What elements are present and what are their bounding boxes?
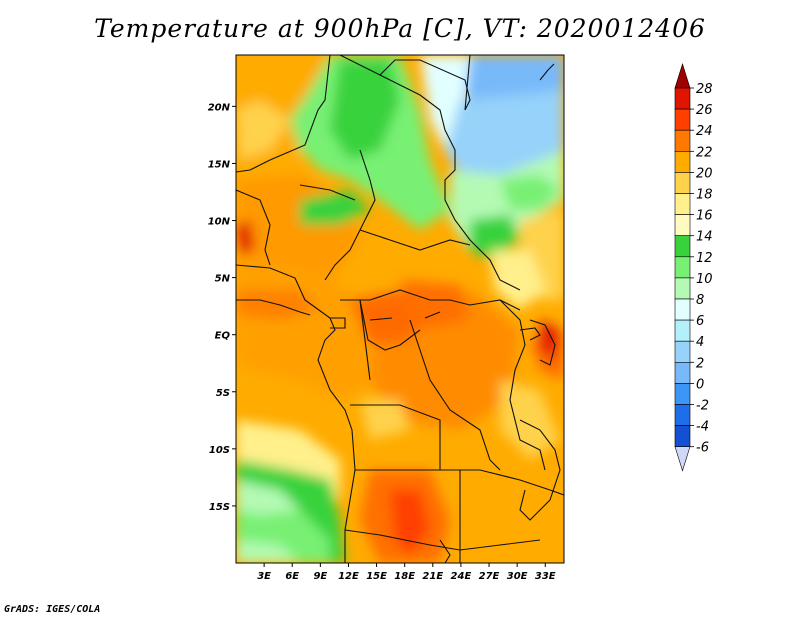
- colorbar-level-label: 16: [696, 209, 713, 224]
- lat-tick-label: 15S: [209, 502, 230, 513]
- lat-tick-label: 10N: [208, 217, 231, 228]
- colorbar-level-label: 8: [696, 293, 704, 308]
- grads-credit: GrADS: IGES/COLA: [4, 604, 101, 615]
- map-frame: [235, 54, 565, 564]
- colorbar-swatch: [674, 87, 691, 110]
- colorbar-swatch: [674, 151, 691, 173]
- colorbar-level-label: -6: [696, 441, 709, 456]
- colorbar-level-label: 10: [696, 272, 713, 287]
- colorbar-swatch: [674, 277, 691, 300]
- colorbar-level-label: 22: [696, 145, 713, 160]
- colorbar-level-label: 26: [696, 103, 713, 118]
- colorbar-swatch: [674, 298, 691, 321]
- colorbar-swatch: [674, 129, 691, 152]
- latitude-axis: 20N 15N 10N 5N EQ 5S 10S 15S: [208, 102, 236, 513]
- lon-tick-label: 24E: [451, 571, 472, 582]
- lat-tick-label: 5N: [215, 274, 231, 285]
- lon-tick-label: 3E: [257, 571, 271, 582]
- lat-tick-label: 5S: [216, 388, 230, 399]
- colorbar-swatch: [674, 108, 691, 131]
- colorbar-level-label: 0: [696, 377, 704, 392]
- lon-tick-label: 6E: [285, 571, 299, 582]
- longitude-axis: 3E 6E 9E 12E 15E 18E 21E 24E 27E 30E 33E: [257, 563, 556, 582]
- colorbar-bottom-arrow: [674, 446, 691, 472]
- colorbar-swatch: [674, 383, 691, 405]
- colorbar-swatch: [674, 425, 691, 448]
- colorbar-swatch: [674, 214, 691, 237]
- lon-tick-label: 27E: [479, 571, 500, 582]
- colorbar-swatch: [674, 193, 691, 215]
- lat-tick-label: 15N: [208, 159, 231, 170]
- colorbar-swatch: [674, 404, 691, 426]
- lon-tick-label: 12E: [338, 571, 359, 582]
- lon-tick-label: 15E: [366, 571, 387, 582]
- lon-tick-label: 21E: [422, 571, 443, 582]
- colorbar-top-arrow: [674, 62, 691, 89]
- coastline-borders: [236, 55, 564, 563]
- lat-tick-label: EQ: [215, 331, 231, 342]
- colorbar-level-label: -4: [696, 420, 709, 435]
- lon-tick-label: 18E: [394, 571, 415, 582]
- colorbar-level-label: 6: [696, 314, 704, 329]
- colorbar-level-label: 2: [696, 356, 704, 371]
- colorbar-swatch: [674, 319, 691, 342]
- colorbar-level-label: 28: [696, 82, 713, 97]
- colorbar-level-label: 12: [696, 251, 713, 266]
- colorbar-level-label: 4: [696, 335, 704, 350]
- colorbar-level-label: 18: [696, 188, 713, 203]
- colorbar-swatch: [674, 172, 691, 194]
- map-title: Temperature at 900hPa [C], VT: 202001240…: [94, 14, 706, 43]
- colorbar-level-label: 20: [696, 166, 713, 181]
- colorbar-swatch: [674, 361, 691, 384]
- lat-tick-label: 20N: [208, 102, 231, 113]
- colorbar-swatch: [674, 340, 691, 363]
- temperature-field: [236, 55, 564, 563]
- lon-tick-label: 30E: [507, 571, 528, 582]
- lon-tick-label: 9E: [313, 571, 327, 582]
- colorbar-level-label: -2: [696, 399, 709, 414]
- lon-tick-label: 33E: [535, 571, 556, 582]
- colorbar-level-label: 24: [696, 124, 713, 139]
- colorbar-level-label: 14: [696, 230, 713, 245]
- colorbar-swatch: [674, 256, 691, 279]
- colorbar-swatch: [674, 235, 691, 258]
- lat-tick-label: 10S: [209, 445, 230, 456]
